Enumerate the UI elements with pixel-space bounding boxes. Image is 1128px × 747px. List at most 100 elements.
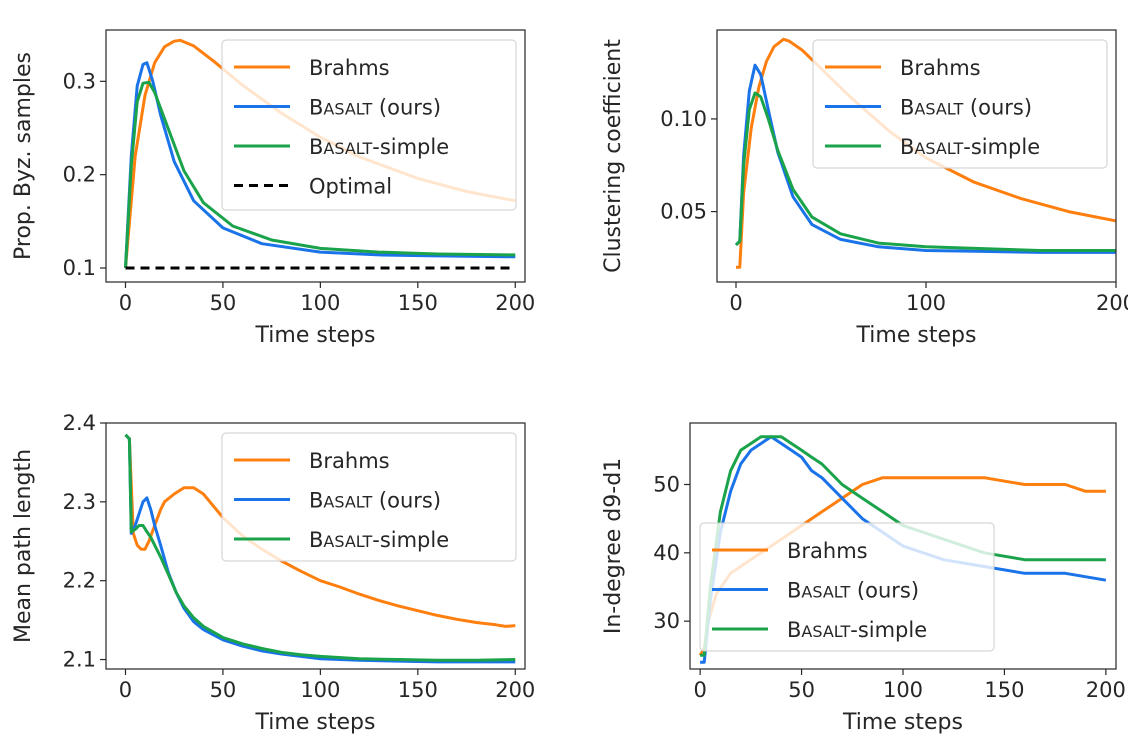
legend-label: Brahms — [309, 56, 390, 80]
y-tick-label: 0.2 — [63, 163, 96, 187]
y-tick-label: 0.1 — [63, 256, 96, 280]
y-axis-label: Prop. Byz. samples — [11, 52, 36, 260]
plot-frame — [105, 29, 526, 283]
y-axis-label: In-degree d9-d1 — [601, 458, 626, 634]
legend-label-main: B — [309, 135, 323, 159]
legend-label-main: B — [787, 579, 801, 603]
legend-label-main: Brahms — [787, 539, 868, 563]
y-tick-label: 2.4 — [63, 411, 96, 435]
x-tick-label: 200 — [495, 291, 535, 315]
y-axis-label: Mean path length — [11, 449, 36, 643]
legend-box — [221, 39, 517, 211]
legend-label: BASALT-simple — [309, 528, 449, 552]
legend-label-smallcaps: ASALT — [914, 100, 963, 119]
y-tick-label: 0.3 — [63, 69, 96, 93]
series-line-basalt — [124, 61, 516, 269]
legend-label-main: Optimal — [309, 175, 392, 199]
legend-label-tail: -simple — [372, 528, 449, 552]
legend-label-tail: (ours) — [963, 96, 1032, 120]
legend-label-tail: (ours) — [372, 489, 441, 513]
y-axis-label: Clustering coefficient — [601, 39, 626, 273]
legend-label-main: B — [900, 96, 914, 120]
legend-box — [812, 39, 1108, 169]
legend-label-main: Brahms — [309, 56, 390, 80]
legend-label-main: B — [309, 489, 323, 513]
legend-label: Brahms — [900, 56, 981, 80]
x-tick-label: 0 — [119, 291, 132, 315]
panel-2: 0 100 200 0.05 0.10 Time steps Clustering coef… — [601, 29, 1128, 348]
panel-3: 0 50 100 150 200 2.1 2.2 2.3 2.4 Time steps Mean p… — [11, 411, 535, 735]
panel-1: 0 50 100 150 200 0.1 0.2 0.3 Time steps Prop. Byz… — [11, 29, 535, 348]
legend-label-main: Brahms — [900, 56, 981, 80]
legend-label: BASALT (ours) — [309, 489, 441, 513]
plot-frame — [105, 422, 526, 670]
legend-label-main: B — [900, 135, 914, 159]
x-tick-label: 50 — [210, 678, 237, 702]
y-tick-label: 2.2 — [63, 569, 96, 593]
y-tick-label: 50 — [653, 473, 680, 497]
x-tick-label: 50 — [788, 678, 815, 702]
x-axis-label: Time steps — [255, 710, 376, 735]
x-tick-label: 200 — [1086, 678, 1126, 702]
legend-label: Brahms — [309, 449, 390, 473]
y-tick-label: 0.10 — [660, 107, 707, 131]
legend-label-main: B — [309, 96, 323, 120]
series-line-brahms — [736, 37, 1116, 269]
panel-4: 0 50 100 150 200 30 40 50 Time steps In-degree d9… — [601, 422, 1126, 735]
legend-label: BASALT (ours) — [900, 96, 1032, 120]
plot-frame — [716, 29, 1117, 283]
legend-label-smallcaps: ASALT — [801, 622, 850, 641]
x-tick-label: 200 — [1096, 291, 1128, 315]
legend-label: Optimal — [309, 175, 392, 199]
x-tick-label: 100 — [300, 678, 340, 702]
y-tick-label: 30 — [653, 609, 680, 633]
y-tick-label: 0.05 — [660, 200, 707, 224]
x-tick-label: 150 — [984, 678, 1024, 702]
legend-box — [699, 522, 995, 652]
x-tick-label: 200 — [495, 678, 535, 702]
series-line-simple — [124, 433, 516, 662]
x-tick-label: 0 — [729, 291, 742, 315]
x-tick-label: 100 — [883, 678, 923, 702]
legend-label-smallcaps: ASALT — [323, 139, 372, 158]
legend: Brahms BASALT (ours) BASALT-simple Optimal — [221, 39, 517, 211]
x-tick-label: 150 — [398, 678, 438, 702]
x-axis-label: Time steps — [255, 323, 376, 348]
legend-label-main: B — [787, 618, 801, 642]
y-tick-label: 2.3 — [63, 490, 96, 514]
legend-label-smallcaps: ASALT — [801, 583, 850, 602]
legend-label-tail: -simple — [372, 135, 449, 159]
legend-label-smallcaps: ASALT — [914, 139, 963, 158]
series-group — [734, 37, 1116, 269]
x-axis-label: Time steps — [856, 323, 977, 348]
legend-label-main: B — [309, 528, 323, 552]
legend-label-main: Brahms — [309, 449, 390, 473]
x-tick-label: 0 — [119, 678, 132, 702]
legend-label-tail: (ours) — [372, 96, 441, 120]
y-tick-label: 40 — [653, 541, 680, 565]
legend-label-smallcaps: ASALT — [323, 493, 372, 512]
legend-label: BASALT-simple — [900, 135, 1040, 159]
series-line-simple — [734, 91, 1116, 252]
legend-label: BASALT (ours) — [787, 579, 919, 603]
legend-label-tail: -simple — [850, 618, 927, 642]
series-line-basalt — [124, 433, 516, 664]
legend-label: BASALT-simple — [309, 135, 449, 159]
legend-box — [221, 432, 517, 562]
legend-label: BASALT-simple — [787, 618, 927, 642]
series-line-simple — [124, 80, 516, 269]
legend-label-tail: -simple — [963, 135, 1040, 159]
x-tick-label: 100 — [906, 291, 946, 315]
x-tick-label: 100 — [300, 291, 340, 315]
y-tick-label: 2.1 — [63, 648, 96, 672]
legend-label: Brahms — [787, 539, 868, 563]
x-tick-label: 50 — [210, 291, 237, 315]
legend-label-tail: (ours) — [850, 579, 919, 603]
x-axis-label: Time steps — [842, 710, 963, 735]
legend-label-smallcaps: ASALT — [323, 100, 372, 119]
legend-label-smallcaps: ASALT — [323, 532, 372, 551]
